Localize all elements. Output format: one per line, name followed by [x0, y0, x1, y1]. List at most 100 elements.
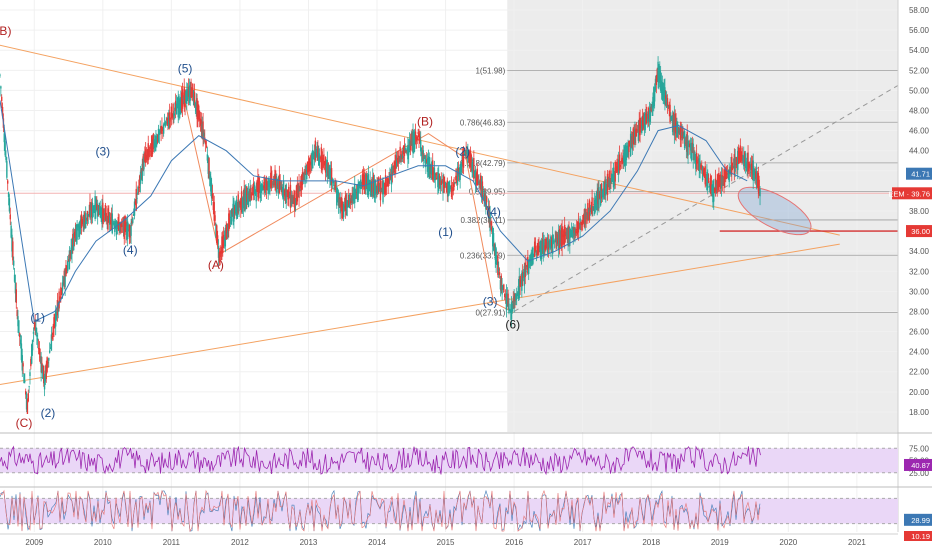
x-tick-label: 2018: [642, 538, 660, 547]
candle-body: [325, 163, 328, 171]
candle-body: [372, 175, 375, 194]
candle-body: [689, 143, 692, 151]
candle-body: [536, 245, 538, 256]
fibonacci-label: 0.786(46.83): [460, 118, 506, 127]
candle-body: [90, 210, 92, 218]
candle-body: [100, 208, 102, 218]
candle-body: [124, 217, 126, 232]
candles: [0, 56, 761, 415]
candle-body: [474, 172, 476, 176]
candle-body: [280, 185, 282, 191]
candle-body: [178, 96, 180, 113]
candle-body: [330, 169, 332, 186]
fibonacci-label: 0.618(42.79): [460, 159, 506, 168]
candle-body: [247, 191, 250, 208]
candle-body: [340, 198, 342, 208]
candle-body: [143, 157, 145, 170]
y-tick-label: 44.00: [909, 147, 930, 156]
candle-body: [497, 269, 500, 271]
candle-body: [509, 309, 512, 313]
candle-body: [506, 295, 508, 305]
candle-body: [181, 89, 184, 109]
candle-body: [106, 218, 108, 221]
candle-body: [314, 140, 317, 161]
candle-body: [441, 182, 443, 184]
candle-body: [266, 184, 269, 186]
candle-body: [387, 179, 389, 187]
candle-body: [654, 78, 657, 91]
candle-body: [95, 198, 97, 213]
candle-body: [448, 181, 450, 195]
candle-body: [313, 151, 316, 160]
candle-body: [91, 202, 94, 219]
candle-body: [160, 126, 162, 134]
candle-body: [626, 147, 628, 157]
candle-body: [289, 184, 292, 208]
price-axis: [898, 0, 932, 550]
candle-body: [205, 145, 208, 148]
candle-body: [1, 106, 4, 117]
candle-body: [366, 175, 369, 195]
candle-body: [324, 157, 327, 173]
candle-body: [432, 170, 435, 175]
candle-body: [72, 233, 75, 251]
candle-body: [142, 156, 144, 170]
candle-body: [429, 168, 431, 170]
candle-body: [711, 185, 713, 194]
candle-body: [492, 227, 494, 247]
candle-body: [468, 154, 470, 156]
candle-body: [597, 187, 599, 205]
candle-body: [200, 119, 203, 132]
candle-body: [360, 182, 363, 184]
candle-body: [132, 217, 134, 223]
candle-body: [13, 260, 15, 266]
candle-body: [719, 174, 722, 189]
candle-body: [158, 132, 161, 135]
candle-body: [698, 158, 700, 171]
candle-body: [569, 233, 572, 238]
candle-body: [197, 100, 199, 120]
candle-body: [54, 310, 57, 327]
candle-body: [76, 224, 78, 240]
candle-body: [302, 178, 305, 180]
candle-body: [168, 116, 170, 129]
candle-body: [182, 97, 185, 99]
candle-body: [306, 161, 309, 172]
candle-body: [459, 164, 461, 180]
candle-body: [640, 125, 642, 129]
candle-body: [518, 276, 520, 299]
candle-body: [730, 165, 732, 176]
y-tick-label: 52.00: [909, 66, 930, 75]
candle-body: [51, 335, 53, 339]
candle-body: [254, 190, 257, 192]
candle-body: [712, 180, 714, 203]
candle-body: [203, 132, 205, 137]
candle-body: [250, 187, 252, 199]
candle-body: [165, 121, 167, 124]
candle-body: [558, 228, 561, 249]
candle-body: [274, 169, 276, 186]
wave-label: (3): [95, 145, 110, 159]
candle-body: [701, 166, 704, 181]
price-tag-label: 41.71: [911, 170, 930, 179]
candle-body: [556, 237, 558, 245]
candle-body: [590, 207, 592, 210]
candle-body: [290, 194, 293, 207]
candle-body: [696, 162, 699, 164]
candle-body: [442, 175, 444, 194]
candle-body: [504, 296, 507, 299]
candle-body: [485, 196, 487, 210]
candle-body: [464, 150, 466, 156]
candle-body: [606, 173, 609, 195]
candle-body: [503, 293, 506, 298]
candle-body: [60, 287, 62, 298]
candle-body: [756, 172, 759, 188]
candle-body: [378, 177, 380, 193]
rsi-line: [0, 445, 761, 476]
candle-body: [447, 182, 449, 197]
candle-body: [211, 193, 214, 199]
candle-body: [4, 141, 6, 156]
candle-body: [694, 151, 696, 163]
candle-body: [596, 190, 598, 211]
